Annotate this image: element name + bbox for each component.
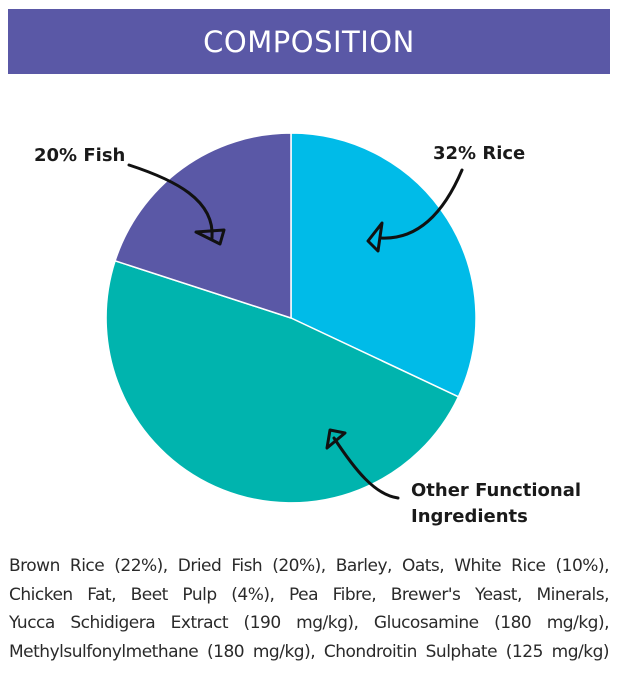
label-other-line1: Other Functional xyxy=(411,480,582,501)
composition-banner: COMPOSITION xyxy=(8,9,610,74)
pie-chart xyxy=(105,132,477,504)
ingredients-line: Brown Rice (22%), Dried Fish (20%), Barl… xyxy=(9,556,610,576)
label-fish: 20% Fish xyxy=(34,145,126,166)
ingredients-line: Methylsulfonylmethane (180 mg/kg), Chond… xyxy=(9,641,610,662)
rice-arrow-icon xyxy=(366,168,464,253)
label-other-line2: Ingredients xyxy=(411,506,528,527)
pie-slice-fish xyxy=(114,132,292,320)
other-arrow-icon xyxy=(325,428,400,500)
label-rice: 32% Rice xyxy=(433,143,526,164)
pie-slice-other xyxy=(105,259,460,504)
ingredients-line: Yucca Schidigera Extract (190 mg/kg), Gl… xyxy=(9,613,610,633)
ingredients-line: Chicken Fat, Beet Pulp (4%), Pea Fibre, … xyxy=(9,584,610,605)
fish-arrow-icon xyxy=(127,163,226,246)
ingredients-text: Brown Rice (22%), Dried Fish (20%), Barl… xyxy=(9,552,610,666)
page-title: COMPOSITION xyxy=(203,24,415,59)
pie-slice-rice xyxy=(290,132,477,398)
